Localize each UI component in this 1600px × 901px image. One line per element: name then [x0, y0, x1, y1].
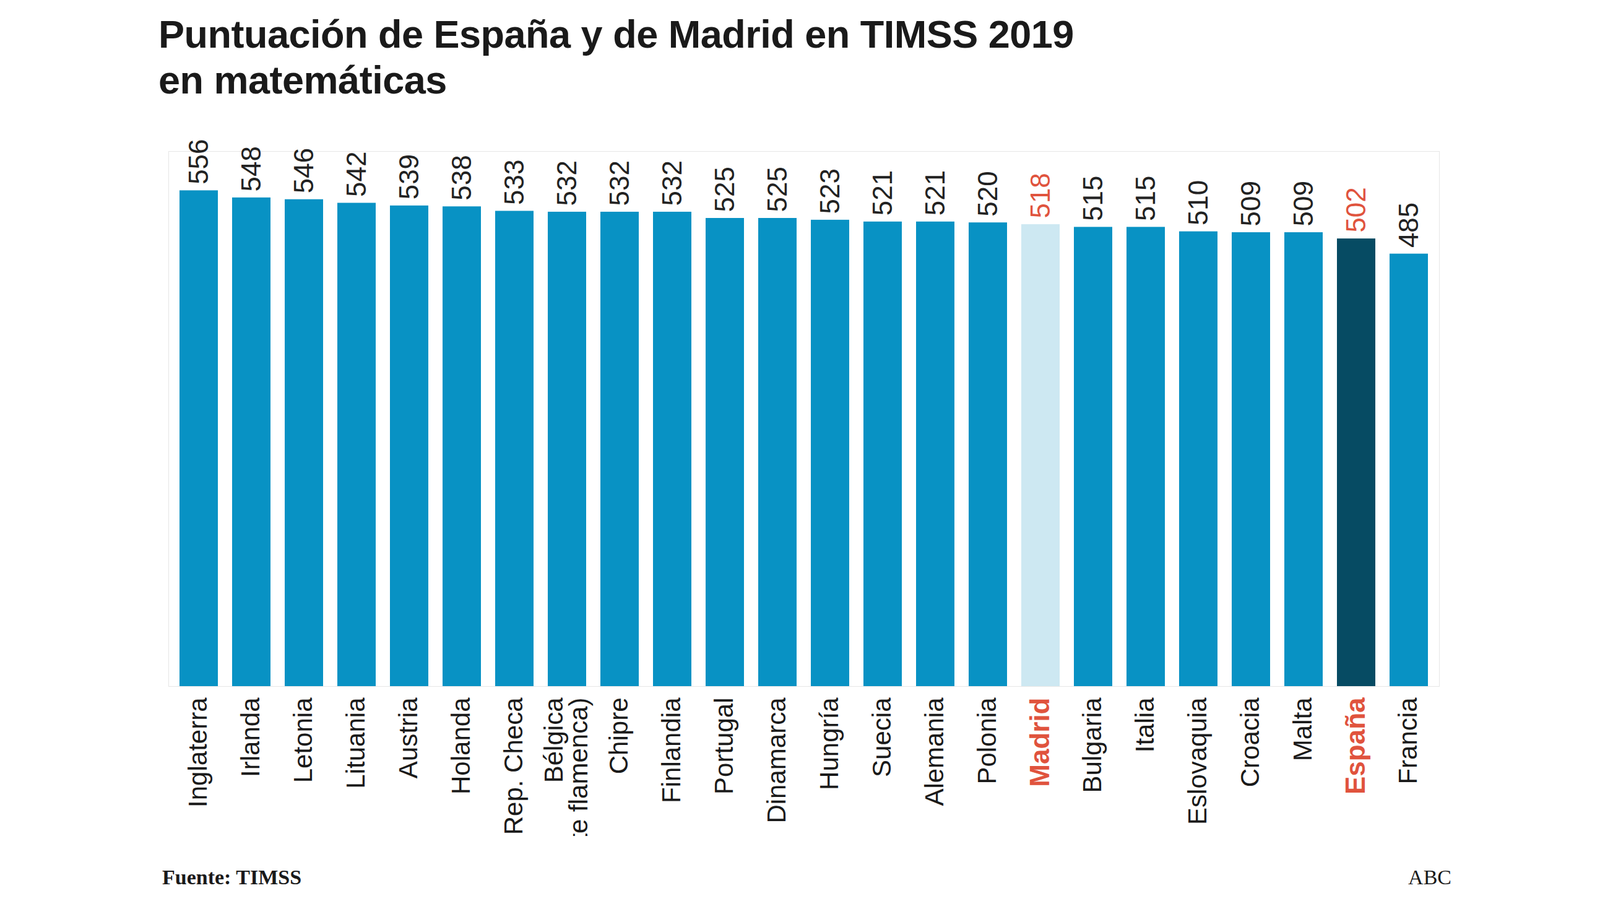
svg-text:Hungría: Hungría	[814, 696, 844, 790]
svg-text:515: 515	[1077, 175, 1108, 221]
svg-text:532: 532	[551, 160, 582, 206]
svg-text:Suecia: Suecia	[867, 696, 897, 777]
svg-text:532: 532	[656, 160, 688, 206]
svg-text:510: 510	[1182, 180, 1214, 226]
svg-text:518: 518	[1024, 172, 1056, 218]
html-text:Puntuación de España y de Madr: Puntuación de España y de Madrid en TIMS…	[158, 12, 1074, 102]
svg-text:Francia: Francia	[1393, 696, 1423, 785]
svg-text:Malta: Malta	[1288, 696, 1318, 761]
svg-text:509: 509	[1235, 180, 1266, 226]
svg-text:546: 546	[288, 147, 319, 194]
svg-text:Finlandia: Finlandia	[656, 696, 686, 803]
svg-text:Italia: Italia	[1130, 696, 1160, 753]
svg-text:532: 532	[604, 160, 635, 206]
svg-text:Holanda: Holanda	[446, 696, 476, 795]
svg-text:502: 502	[1340, 186, 1371, 233]
svg-text:509: 509	[1288, 180, 1319, 226]
html-text:ABC: ABC	[1408, 865, 1452, 889]
svg-text:Letonia: Letonia	[288, 696, 318, 783]
svg-text:523: 523	[814, 168, 845, 214]
svg-text:Chipre: Chipre	[604, 697, 634, 775]
svg-text:Inglaterra: Inglaterra	[183, 696, 213, 808]
html-text:Fuente: TIMSS: Fuente: TIMSS	[162, 865, 302, 889]
svg-text:533: 533	[498, 159, 530, 205]
svg-text:Bélgica(parte flamenca): Bélgica(parte flamenca)	[539, 696, 593, 836]
svg-text:521: 521	[919, 170, 951, 216]
svg-text:515: 515	[1130, 175, 1161, 221]
svg-text:Eslovaquia: Eslovaquia	[1182, 696, 1212, 825]
svg-text:Austria: Austria	[393, 696, 423, 779]
svg-text:520: 520	[972, 170, 1003, 217]
svg-text:Rep. Checa: Rep. Checa	[498, 696, 528, 835]
svg-text:Polonia: Polonia	[972, 696, 1002, 785]
svg-text:España: España	[1340, 696, 1371, 795]
svg-text:542: 542	[341, 151, 372, 197]
svg-text:Dinamarca: Dinamarca	[761, 696, 792, 824]
svg-text:556: 556	[183, 138, 214, 184]
svg-text:Irlanda: Irlanda	[235, 696, 265, 777]
svg-text:538: 538	[446, 154, 477, 200]
svg-text:Croacia: Croacia	[1235, 696, 1265, 787]
svg-text:Portugal: Portugal	[709, 697, 739, 795]
svg-text:Bulgaria: Bulgaria	[1077, 696, 1107, 793]
svg-text:525: 525	[761, 166, 793, 212]
svg-text:525: 525	[709, 166, 740, 212]
svg-text:548: 548	[235, 146, 267, 192]
svg-text:485: 485	[1393, 202, 1424, 248]
svg-text:539: 539	[393, 154, 424, 200]
svg-text:Alemania: Alemania	[919, 696, 949, 806]
svg-text:Lituania: Lituania	[341, 696, 371, 789]
svg-text:521: 521	[867, 170, 898, 216]
svg-text:Madrid: Madrid	[1024, 697, 1055, 787]
